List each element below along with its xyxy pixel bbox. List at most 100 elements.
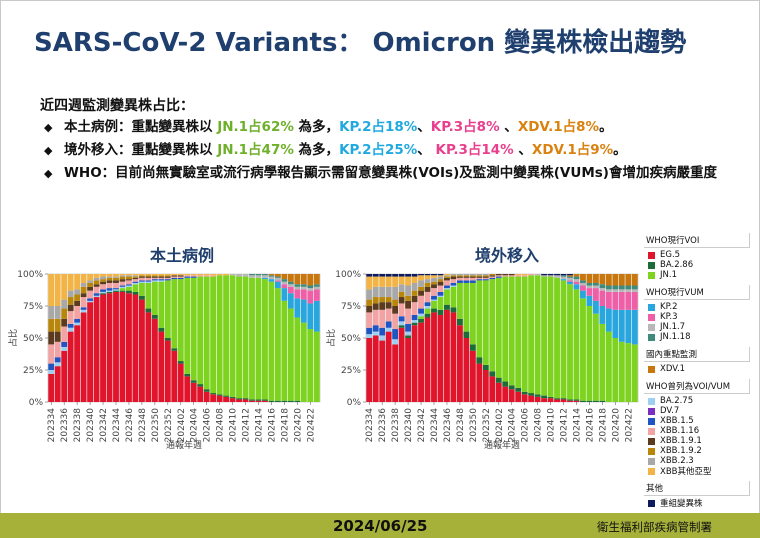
bar-segment-202417-xdv.1	[274, 274, 281, 277]
bullet-item: ◆ 境外移入：重點變異株以 JN.1占47% 為多，KP.2占25%、 KP.3占…	[44, 141, 744, 160]
highlight-pink: KP.3占8%	[430, 119, 500, 135]
bar-segment-202404-jn.1	[190, 277, 197, 381]
bar-segment-202334-xbb其他亞型	[48, 274, 55, 306]
bar-segment-202345-xbb.1.5	[437, 291, 444, 296]
bar-segment-202335-xbb.1.9.2	[372, 297, 379, 304]
bar-segment-202339-xbb.1.5	[398, 316, 405, 322]
bar-segment-202417-jn.1.18	[592, 282, 599, 286]
legend-group: WHO曾列為VOI/VUM BA.2.75 DV.7 XBB.1.5 XBB.1.16 X…	[644, 379, 750, 477]
bar-segment-202351-xbb.1.5	[158, 279, 165, 281]
bar-segment-202341-ba.2.75	[93, 295, 100, 298]
bar-segment-202352-xbb.1.9.2	[482, 275, 489, 277]
x-tick-label: 202412	[242, 408, 252, 442]
bar-segment-202344-xbb.1.16	[113, 282, 119, 289]
bar-segment-202345-eg.5	[437, 314, 444, 402]
bar-segment-202350-eg.5	[151, 318, 158, 402]
bar-segment-202345-xbb.1.16	[119, 281, 126, 286]
bar-segment-202402-ba.2.86	[177, 361, 184, 364]
bar-segment-202402-jn.1	[177, 279, 184, 362]
bar-segment-202336-xbb其他亞型	[61, 274, 68, 300]
bar-segment-202417-kp.2	[274, 281, 281, 289]
x-tick-label: 202404	[508, 408, 518, 443]
bar-segment-202348-xbb.1.16	[138, 277, 145, 281]
bar-segment-202348-eg.5	[456, 325, 463, 402]
x-tick-label: 202344	[112, 408, 122, 443]
y-tick-label: 75%	[23, 302, 43, 312]
bar-segment-202349-jn.1	[463, 282, 470, 332]
bar-segment-202336-xbb.1.9.1	[379, 302, 386, 310]
bar-segment-202350-xbb.1.9.1	[151, 276, 158, 278]
bar-segment-202351-xbb其他亞型	[158, 274, 165, 276]
bar-segment-202351-xbb.1.9.1	[158, 276, 165, 278]
bar-segment-202413-kp.3	[567, 280, 573, 282]
bar-segment-202337-xbb.1.9.2	[67, 297, 74, 305]
legend-swatch	[648, 271, 655, 279]
bar-segment-202337-xbb.2.3	[385, 286, 392, 298]
legend-group: 國內重點監測 XDV.1	[644, 347, 750, 374]
x-tick-label: 202408	[216, 408, 226, 443]
chart-title-imported: 境外移入	[475, 246, 540, 265]
bar-segment-202350-xbb其他亞型	[151, 274, 158, 276]
legend-item: DV.7	[644, 406, 750, 416]
bar-segment-202344-xbb.1.5	[113, 288, 119, 290]
bar-segment-202415-jn.1	[262, 279, 268, 400]
bar-segment-202417-xdv.1	[592, 274, 599, 283]
x-tick-label: 202340	[86, 408, 96, 443]
bar-segment-202423-jn.1.7	[631, 289, 638, 292]
legend-label: BA.2.86	[660, 260, 694, 270]
bar-segment-202343-xbb.1.9.1	[106, 280, 113, 283]
bar-segment-202411-eg.5	[554, 399, 560, 402]
bar-segment-202406-xbb.1.16	[521, 275, 528, 277]
bar-segment-202336-xbb.1.9.1	[61, 318, 68, 327]
bar-segment-202401-ba.2.86	[489, 371, 496, 377]
legend-label: DV.7	[660, 406, 680, 416]
bar-segment-202334-xbb.1.9.1	[366, 306, 373, 313]
bar-segment-202412-jn.1	[560, 280, 567, 399]
bar-segment-202413-jn.1	[567, 284, 573, 400]
bar-segment-202419-jn.1	[605, 331, 612, 402]
bar-segment-202352-eg.5	[164, 340, 171, 402]
x-tick-label: 202336	[60, 408, 70, 443]
bullet-text-part: 。	[599, 119, 613, 135]
bar-segment-202346-ba.2.75	[444, 288, 450, 290]
bullet-text-part: 境外移入：重點變異株以	[64, 142, 218, 158]
bar-segment-202351-ba.2.86	[476, 357, 483, 364]
bar-segment-202420-xdv.1	[612, 274, 619, 286]
bar-segment-202422-jn.1	[625, 343, 632, 402]
bar-segment-202349-xbb.1.9.2	[145, 275, 152, 277]
bar-segment-202413-ba.2.86	[567, 399, 573, 401]
legend-swatch	[648, 323, 655, 331]
bar-segment-202416-jn.1.7	[268, 276, 275, 280]
bar-segment-202405-jn.1	[197, 276, 204, 385]
bar-segment-202337-ba.2.75	[385, 327, 392, 332]
x-tick-label: 202334	[365, 408, 375, 443]
legend-item: BA.2.75	[644, 396, 750, 406]
bar-segment-202414-jn.1.7	[255, 275, 262, 278]
legend-group: 其他 重組變異株	[644, 481, 750, 509]
legend-swatch	[648, 333, 655, 341]
bar-segment-202349-xbb.1.9.1	[145, 276, 152, 278]
bar-segment-202415-jn.1.18	[580, 280, 586, 283]
bar-segment-202341-xbb.1.9.1	[93, 284, 100, 287]
bar-segment-202348-xbb.1.9.2	[456, 275, 463, 277]
x-tick-label: 202336	[378, 408, 388, 443]
x-axis-label: 通報年週	[166, 439, 202, 451]
bar-segment-202404-xbb.1.16	[508, 275, 515, 277]
bar-segment-202342-xbb.1.5	[100, 289, 106, 292]
legend-item: XBB.1.9.1	[644, 436, 750, 446]
bar-segment-202337-xbb.1.16	[385, 308, 392, 322]
bar-segment-202344-ba.2.75	[431, 299, 437, 301]
bar-segment-202350-xbb.1.5	[151, 279, 158, 281]
bar-segment-202338-eg.5	[392, 344, 399, 402]
bullet-item: ◆ WHO：目前尚無實驗室或流行病學報告顯示需留意變異株(VOIs)及監測中變異株…	[44, 164, 744, 183]
bar-segment-202422-kp.2	[625, 309, 632, 344]
bar-segment-202335-xbb.1.9.2	[54, 318, 61, 332]
bar-segment-202401-xbb.1.5	[171, 277, 178, 280]
legend-swatch	[648, 407, 655, 415]
bar-segment-202337-xbb.1.9.2	[385, 297, 392, 303]
legend-swatch	[648, 313, 655, 321]
x-tick-label: 202338	[391, 408, 401, 443]
bar-segment-202344-ba.2.86	[431, 308, 437, 313]
bar-segment-202402-eg.5	[495, 382, 502, 402]
bar-segment-202411-jn.1	[554, 277, 560, 399]
